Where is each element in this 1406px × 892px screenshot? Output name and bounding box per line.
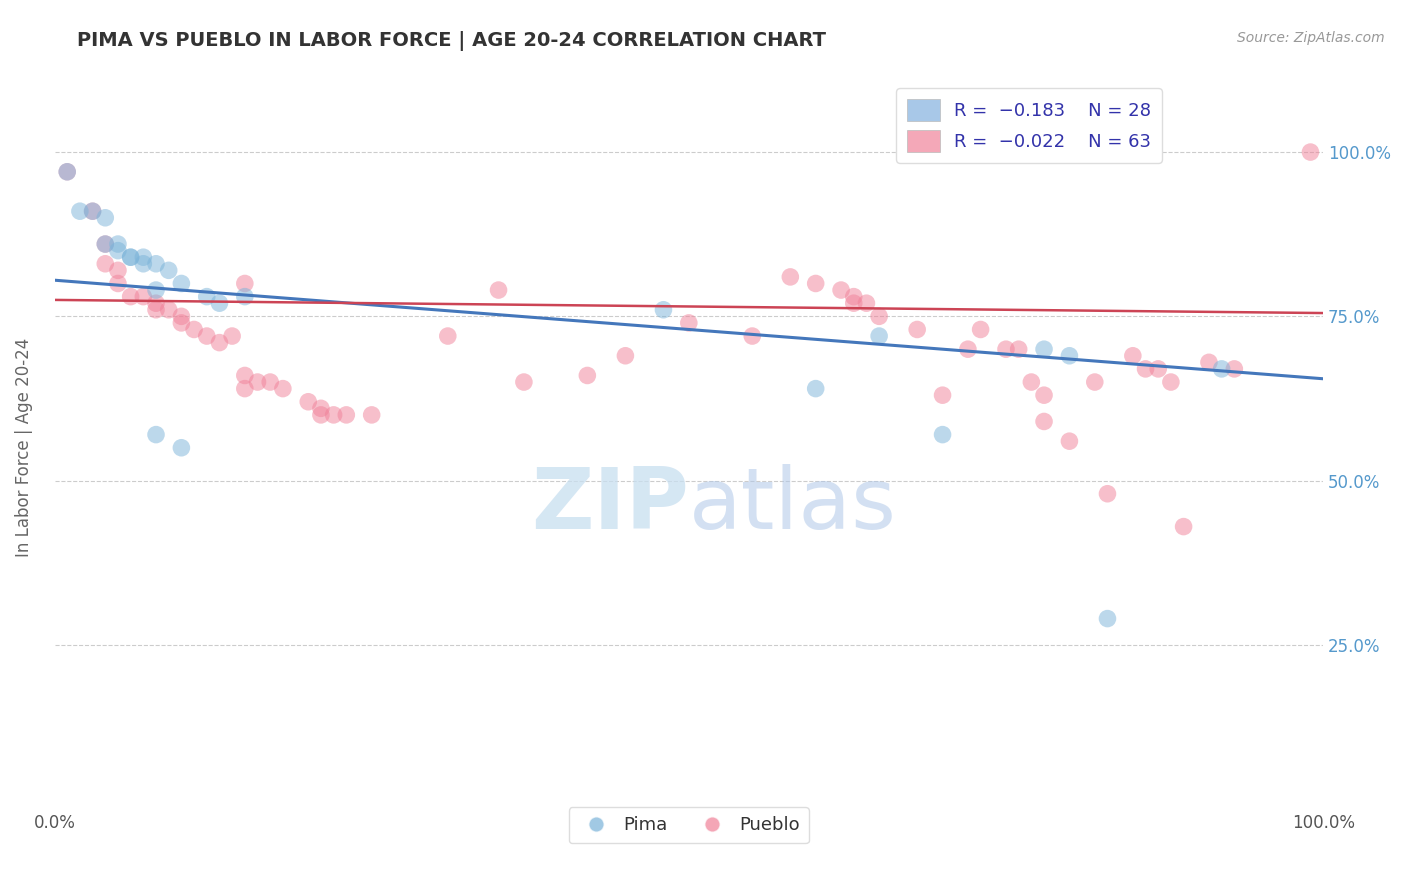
Point — [855, 296, 877, 310]
Point — [956, 342, 979, 356]
Point — [1160, 375, 1182, 389]
Point — [614, 349, 637, 363]
Y-axis label: In Labor Force | Age 20-24: In Labor Force | Age 20-24 — [15, 338, 32, 558]
Point — [360, 408, 382, 422]
Point — [170, 316, 193, 330]
Point — [1211, 362, 1233, 376]
Point — [246, 375, 269, 389]
Point — [969, 322, 991, 336]
Point — [170, 441, 193, 455]
Point — [804, 382, 827, 396]
Point — [145, 283, 167, 297]
Point — [1021, 375, 1043, 389]
Point — [195, 329, 218, 343]
Point — [170, 310, 193, 324]
Point — [120, 250, 142, 264]
Point — [208, 296, 231, 310]
Point — [842, 290, 865, 304]
Point — [905, 322, 928, 336]
Point — [1033, 414, 1056, 428]
Point — [94, 237, 117, 252]
Point — [170, 277, 193, 291]
Point — [335, 408, 357, 422]
Point — [309, 408, 332, 422]
Point — [94, 237, 117, 252]
Point — [842, 296, 865, 310]
Point — [233, 368, 256, 383]
Point — [157, 263, 180, 277]
Point — [82, 204, 104, 219]
Point — [1033, 388, 1056, 402]
Point — [868, 310, 890, 324]
Point — [1097, 487, 1119, 501]
Point — [120, 250, 142, 264]
Point — [120, 290, 142, 304]
Point — [1084, 375, 1107, 389]
Point — [107, 237, 129, 252]
Point — [1033, 342, 1056, 356]
Point — [82, 204, 104, 219]
Point — [652, 302, 675, 317]
Point — [931, 427, 953, 442]
Point — [931, 388, 953, 402]
Point — [195, 290, 218, 304]
Point — [513, 375, 536, 389]
Text: ZIP: ZIP — [531, 464, 689, 547]
Point — [1122, 349, 1144, 363]
Point — [221, 329, 243, 343]
Point — [145, 302, 167, 317]
Point — [779, 269, 801, 284]
Point — [233, 290, 256, 304]
Point — [1173, 519, 1195, 533]
Point — [576, 368, 599, 383]
Point — [678, 316, 700, 330]
Point — [94, 257, 117, 271]
Text: PIMA VS PUEBLO IN LABOR FORCE | AGE 20-24 CORRELATION CHART: PIMA VS PUEBLO IN LABOR FORCE | AGE 20-2… — [77, 31, 827, 51]
Point — [1147, 362, 1170, 376]
Point — [297, 394, 319, 409]
Point — [233, 277, 256, 291]
Point — [1135, 362, 1157, 376]
Point — [145, 427, 167, 442]
Point — [868, 329, 890, 343]
Point — [1059, 434, 1081, 449]
Point — [1008, 342, 1031, 356]
Point — [741, 329, 763, 343]
Point — [107, 277, 129, 291]
Point — [145, 257, 167, 271]
Point — [183, 322, 205, 336]
Text: Source: ZipAtlas.com: Source: ZipAtlas.com — [1237, 31, 1385, 45]
Point — [145, 296, 167, 310]
Point — [1223, 362, 1246, 376]
Point — [1198, 355, 1220, 369]
Point — [107, 263, 129, 277]
Point — [1299, 145, 1322, 159]
Text: atlas: atlas — [689, 464, 897, 547]
Point — [1059, 349, 1081, 363]
Point — [56, 165, 79, 179]
Point — [322, 408, 344, 422]
Point — [804, 277, 827, 291]
Point — [56, 165, 79, 179]
Point — [271, 382, 294, 396]
Point — [436, 329, 458, 343]
Point — [69, 204, 91, 219]
Point — [94, 211, 117, 225]
Point — [259, 375, 281, 389]
Point — [132, 250, 155, 264]
Point — [1097, 611, 1119, 625]
Point — [488, 283, 510, 297]
Point — [132, 257, 155, 271]
Point — [830, 283, 852, 297]
Point — [208, 335, 231, 350]
Point — [157, 302, 180, 317]
Point — [132, 290, 155, 304]
Point — [107, 244, 129, 258]
Point — [309, 401, 332, 416]
Point — [233, 382, 256, 396]
Legend: Pima, Pueblo: Pima, Pueblo — [568, 807, 808, 844]
Point — [994, 342, 1017, 356]
